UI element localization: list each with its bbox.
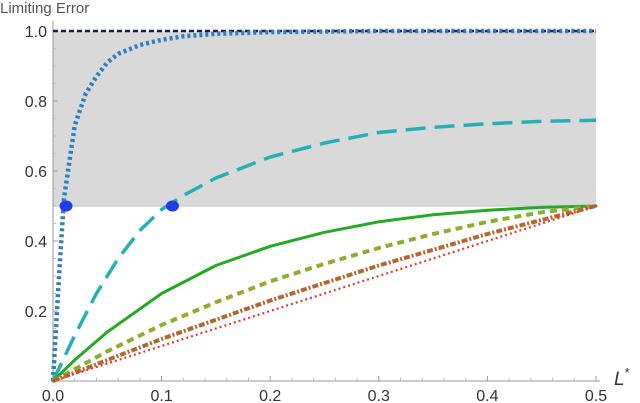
marker-point-2 — [165, 200, 179, 212]
y-tick-label: 0.2 — [25, 304, 47, 321]
x-tick-label: 0.5 — [585, 388, 607, 403]
x-tick-label: 0.4 — [476, 388, 498, 403]
series-line-4 — [51, 204, 598, 383]
x-axis-label-main: L — [614, 369, 625, 390]
marker-layer — [59, 200, 179, 212]
x-tick-label: 0.1 — [150, 388, 172, 403]
shaded-region-layer — [53, 31, 596, 207]
shaded-region — [53, 31, 596, 206]
y-tick-label: 1.0 — [25, 24, 47, 41]
y-tick-label: 0.6 — [25, 164, 47, 181]
y-tick-label: 0.4 — [25, 234, 47, 251]
x-tick-label: 0.0 — [42, 388, 64, 403]
series-line-7 — [52, 204, 597, 383]
labels-layer: Limiting Error L* — [0, 0, 630, 390]
x-axis-label-superscript: * — [625, 365, 630, 380]
series-layer — [50, 28, 598, 383]
series-line-5 — [52, 204, 597, 383]
x-tick-label: 0.3 — [368, 388, 390, 403]
axes: 0.0 0.1 0.2 0.3 0.4 0.5 0.2 0.4 0.6 0.8 1.0 — [25, 21, 607, 403]
series-line-6 — [52, 204, 597, 383]
y-axis-label: Limiting Error — [0, 0, 89, 17]
series-line-3 — [51, 118, 597, 382]
y-tick-label: 0.8 — [25, 94, 47, 111]
marker-point-1 — [59, 200, 73, 212]
x-tick-label: 0.2 — [259, 388, 281, 403]
x-axis-label: L* — [614, 365, 630, 390]
